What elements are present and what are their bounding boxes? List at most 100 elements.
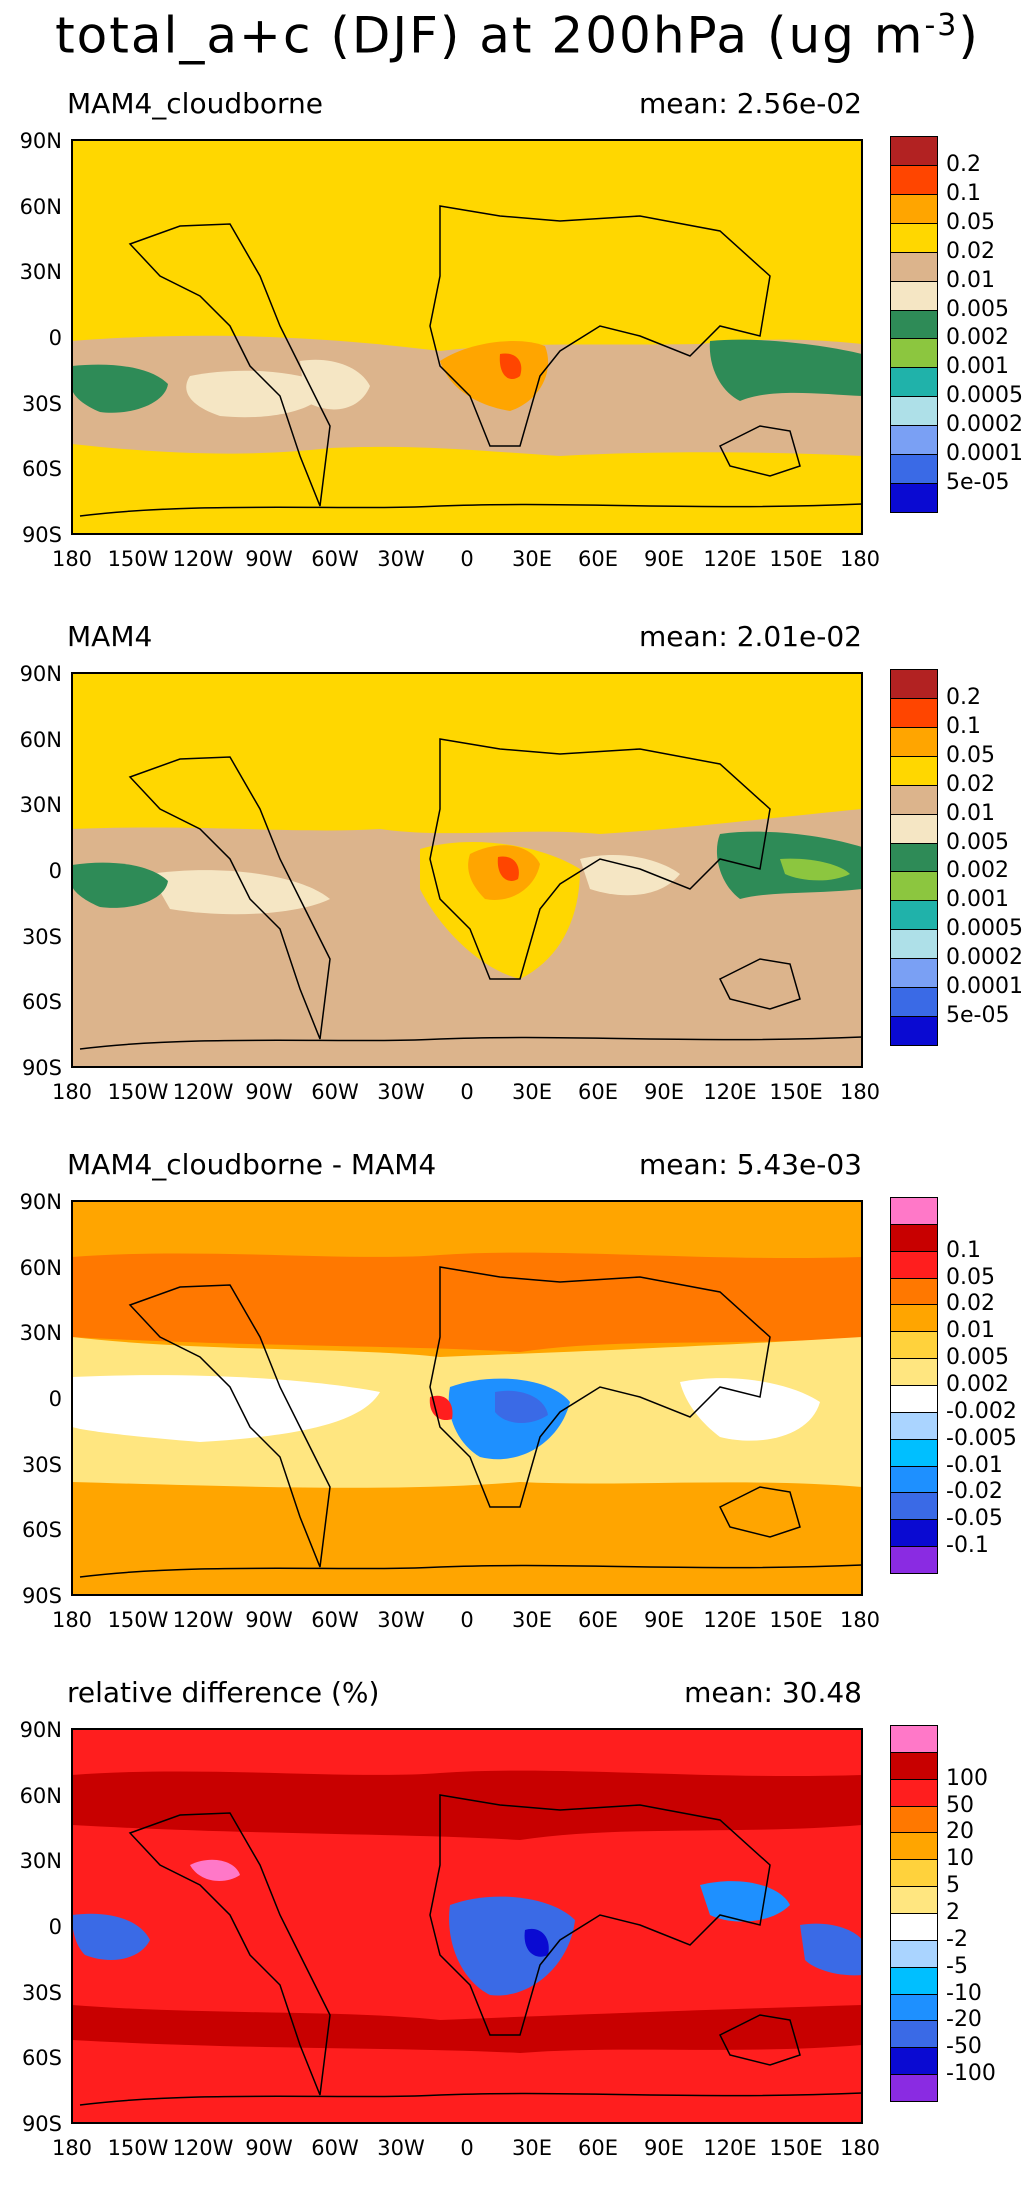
colorbar-swatch <box>890 1250 938 1279</box>
relative-difference-fields <box>72 1770 862 2053</box>
lon-tick-label: 30W <box>377 1608 425 1632</box>
lon-tick-label: 60E <box>578 1080 618 1104</box>
colorbar-swatch <box>890 1939 938 1968</box>
colorbar-swatch <box>890 1385 938 1413</box>
lat-tick-label: 60S <box>22 457 62 481</box>
colorbar-label: 0.02 <box>946 238 995 264</box>
lat-axis: 90N 60N 30N 0 30S 60S 90S <box>20 129 62 547</box>
lon-tick-label: 120W <box>173 1080 234 1104</box>
colorbar-swatch <box>890 1304 938 1333</box>
lat-tick-label: 30S <box>22 1981 62 2005</box>
colorbar-label: 0.005 <box>946 1345 1009 1371</box>
lon-tick-label: 60E <box>578 547 618 571</box>
colorbar-label: 0.001 <box>946 354 1009 380</box>
contour-blue-pacific <box>72 1913 150 1960</box>
colorbar-label: 0.002 <box>946 858 1009 884</box>
contour-pink-mexico <box>190 1859 240 1881</box>
colorbar-label: -5 <box>946 1953 968 1979</box>
colorbar-swatch <box>890 164 938 195</box>
colorbar-label: 5 <box>946 1873 960 1899</box>
colorbar-swatch <box>890 1465 938 1494</box>
coastlines <box>79 738 863 1050</box>
lon-axis: 180 150W 120W 90W 60W 30W 0 30E 60E 90E … <box>52 1080 880 1104</box>
colorbar-label: 0.0005 <box>946 916 1023 942</box>
colorbar-swatch <box>890 1358 938 1386</box>
colorbar-label: -0.005 <box>946 1425 1017 1451</box>
colorbar-label: 0.2 <box>946 684 981 710</box>
lon-tick-label: 90E <box>644 547 684 571</box>
contour-beige-indian <box>580 854 680 896</box>
lon-tick-label: 120E <box>703 1080 756 1104</box>
lon-tick-label: 150E <box>769 2136 822 2160</box>
lat-tick-label: 60N <box>20 1256 62 1280</box>
lon-axis: 180 150W 120W 90W 60W 30W 0 30E 60E 90E … <box>52 547 880 571</box>
colorbar-label: 5e-05 <box>946 1003 1010 1029</box>
lat-tick-label: 90N <box>20 129 62 153</box>
colorbar-swatch <box>890 1725 938 1753</box>
lon-tick-label: 0 <box>460 547 473 571</box>
contour-blue-africa <box>449 1896 575 1996</box>
lon-tick-label: 90E <box>644 2136 684 2160</box>
colorbar-swatch <box>890 1778 938 1807</box>
colorbar-swatch <box>890 1197 938 1225</box>
coastlines <box>79 1266 863 1578</box>
lat-axis: 90N 60N 30N 0 30S 60S 90S <box>20 1718 62 2136</box>
lat-tick-label: 60N <box>20 1784 62 1808</box>
lat-tick-label: 60S <box>22 1518 62 1542</box>
colorbar-swatch <box>890 1805 938 1834</box>
colorbar-swatch <box>890 755 938 786</box>
contour-green-epacific <box>72 364 168 413</box>
colorbar-label: 0.005 <box>946 296 1009 322</box>
colorbar-label: 20 <box>946 1819 974 1845</box>
lat-tick-label: 0 <box>49 1387 62 1411</box>
colorbar-swatch <box>890 1886 938 1914</box>
lon-tick-label: 90W <box>245 1080 293 1104</box>
colorbar-swatch <box>890 1223 938 1252</box>
colorbar-swatch <box>890 784 938 815</box>
colorbar-swatch <box>890 813 938 844</box>
colorbar-swatch <box>890 1438 938 1467</box>
colorbar-label: -50 <box>946 2034 982 2060</box>
contour-beige-pacific <box>186 370 330 418</box>
lat-axis: 90N 60N 30N 0 30S 60S 90S <box>20 662 62 1080</box>
lat-tick-label: 90S <box>22 2112 62 2136</box>
colorbar-label: -0.002 <box>946 1398 1017 1424</box>
panel-mean: mean: 2.56e-02 <box>638 87 862 120</box>
colorbar-label: 0.1 <box>946 1237 981 1263</box>
colorbar-swatch <box>890 900 938 931</box>
panel-difference: MAM4_cloudborne - MAM4 mean: 5.43e-03 90… <box>0 1147 1035 1667</box>
colorbar-swatch <box>890 929 938 960</box>
lon-tick-label: 180 <box>52 1608 92 1632</box>
lat-tick-label: 30S <box>22 392 62 416</box>
colorbar-swatch <box>890 1913 938 1941</box>
map-plot: 90N 60N 30N 0 30S 60S 90S 180 150W 120W … <box>20 1190 880 1632</box>
lon-tick-label: 180 <box>52 547 92 571</box>
colorbar-swatch <box>890 1546 938 1574</box>
lon-tick-label: 30W <box>377 2136 425 2160</box>
lon-tick-label: 180 <box>840 2136 880 2160</box>
map-frame <box>71 1200 863 1596</box>
colorbar-swatch <box>890 251 938 282</box>
colorbar-swatch <box>890 280 938 311</box>
lon-tick-label: 150E <box>769 1608 822 1632</box>
lon-tick-label: 60W <box>311 1080 359 1104</box>
concentration-fields <box>72 335 862 456</box>
panel-mam4: MAM4 mean: 2.01e-02 90N 60N 30N 0 30S <box>0 619 1035 1139</box>
lon-tick-label: 180 <box>840 1080 880 1104</box>
lon-tick-label: 120E <box>703 1608 756 1632</box>
contour-white-band <box>72 1375 380 1442</box>
lat-tick-label: 90N <box>20 662 62 686</box>
colorbar-label: -100 <box>946 2061 996 2087</box>
lon-tick-label: 150W <box>108 1608 169 1632</box>
lat-tick-label: 90S <box>22 1584 62 1608</box>
lon-tick-label: 180 <box>840 1608 880 1632</box>
colorbar-label: -10 <box>946 1980 982 2006</box>
colorbar-swatch <box>890 2074 938 2102</box>
lat-tick-label: 90S <box>22 1056 62 1080</box>
contour-red-africa <box>429 1395 453 1421</box>
lon-tick-label: 60E <box>578 1608 618 1632</box>
lon-tick-label: 30E <box>512 2136 552 2160</box>
lon-tick-label: 60W <box>311 2136 359 2160</box>
panel-cloudborne: MAM4_cloudborne mean: 2.56e-02 90N 60N 3… <box>0 86 1035 606</box>
lon-tick-label: 90W <box>245 2136 293 2160</box>
